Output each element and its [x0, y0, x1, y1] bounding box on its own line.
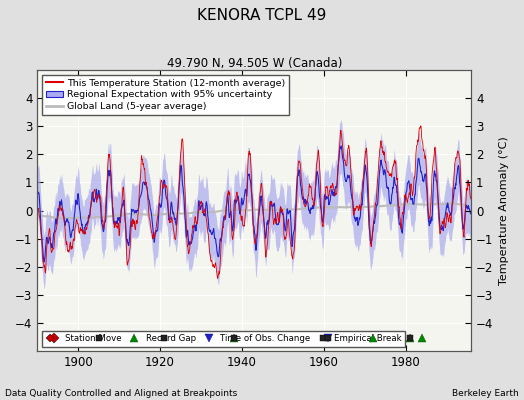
Legend: Station Move, Record Gap, Time of Obs. Change, Empirical Break: Station Move, Record Gap, Time of Obs. C…	[41, 331, 405, 347]
Title: 49.790 N, 94.505 W (Canada): 49.790 N, 94.505 W (Canada)	[167, 57, 342, 70]
Y-axis label: Temperature Anomaly (°C): Temperature Anomaly (°C)	[499, 136, 509, 285]
Text: KENORA TCPL 49: KENORA TCPL 49	[198, 8, 326, 23]
Text: Data Quality Controlled and Aligned at Breakpoints: Data Quality Controlled and Aligned at B…	[5, 389, 237, 398]
Text: Berkeley Earth: Berkeley Earth	[452, 389, 519, 398]
